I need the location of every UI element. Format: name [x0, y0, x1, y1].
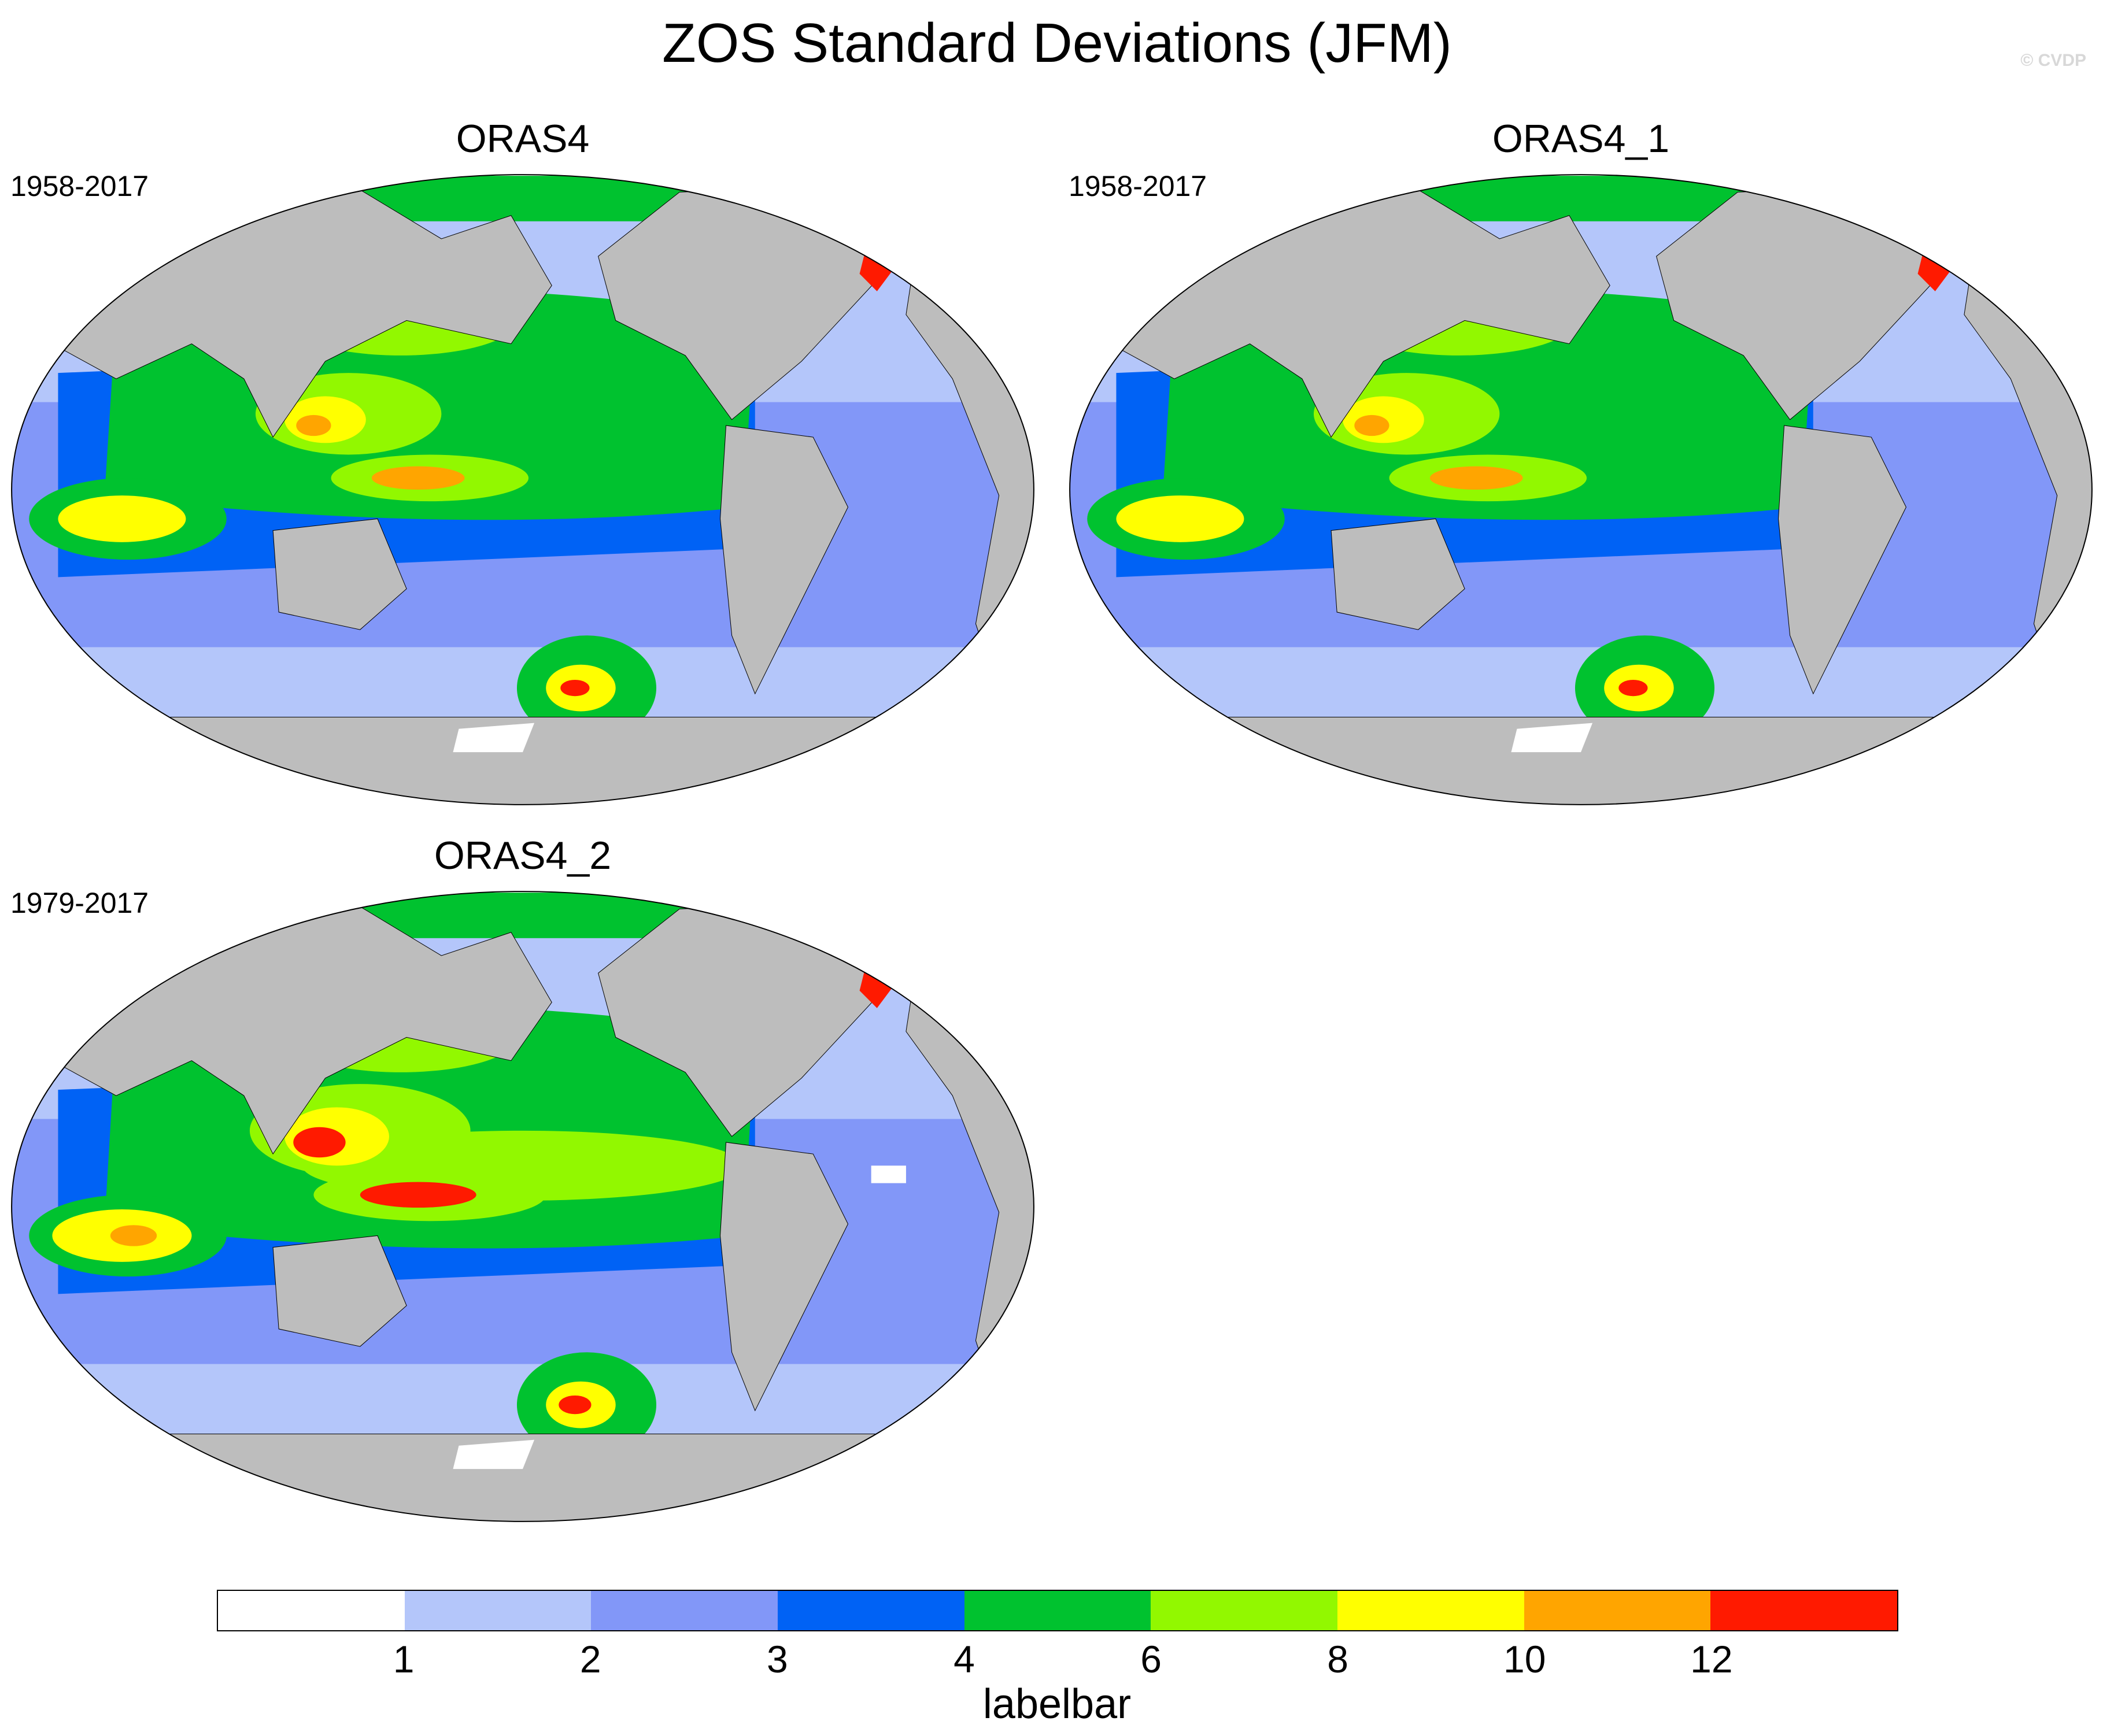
labelbar-caption: labelbar — [982, 1681, 1132, 1727]
panel-period: 1958-2017 — [10, 170, 149, 202]
map-svg — [11, 891, 1034, 1522]
labelbar-tick-label: 6 — [1140, 1638, 1162, 1681]
panel-title: ORAS4_1 — [1492, 117, 1670, 161]
figure-title: ZOS Standard Deviations (JFM) — [662, 12, 1452, 74]
color-labelbar — [217, 1590, 1898, 1631]
labelbar-tick-label: 3 — [766, 1638, 788, 1681]
labelbar-box — [1710, 1591, 1898, 1630]
panel-title: ORAS4 — [456, 117, 590, 161]
labelbar-box — [964, 1591, 1151, 1630]
labelbar-tick-label: 1 — [393, 1638, 415, 1681]
labelbar-box — [218, 1591, 405, 1630]
map-panel-oras4-1: ORAS4_1 1958-2017 — [1058, 116, 2104, 810]
labelbar-box — [404, 1591, 592, 1630]
panel-period: 1979-2017 — [10, 887, 149, 919]
cvdp-watermark: © CVDP — [2020, 51, 2086, 70]
map-svg — [1069, 174, 2093, 805]
map-panel-oras4-2: ORAS4_2 1979-2017 — [0, 832, 1045, 1527]
labelbar-box — [1337, 1591, 1524, 1630]
labelbar-tick-label: 4 — [953, 1638, 975, 1681]
labelbar-tick-label: 8 — [1327, 1638, 1349, 1681]
labelbar-box — [778, 1591, 964, 1630]
map-svg — [11, 174, 1034, 805]
panel-period: 1958-2017 — [1069, 170, 1207, 202]
labelbar-tick-label: 2 — [579, 1638, 601, 1681]
labelbar-tick-label: 12 — [1690, 1638, 1733, 1681]
panel-title: ORAS4_2 — [434, 834, 612, 878]
world-map — [0, 886, 1045, 1527]
labelbar-tick-label: 10 — [1503, 1638, 1546, 1681]
world-map — [0, 169, 1045, 810]
labelbar-box — [591, 1591, 778, 1630]
world-map — [1058, 169, 2104, 810]
labelbar-box — [1524, 1591, 1711, 1630]
map-panel-oras4: ORAS4 1958-2017 — [0, 116, 1045, 810]
labelbar-box — [1151, 1591, 1338, 1630]
